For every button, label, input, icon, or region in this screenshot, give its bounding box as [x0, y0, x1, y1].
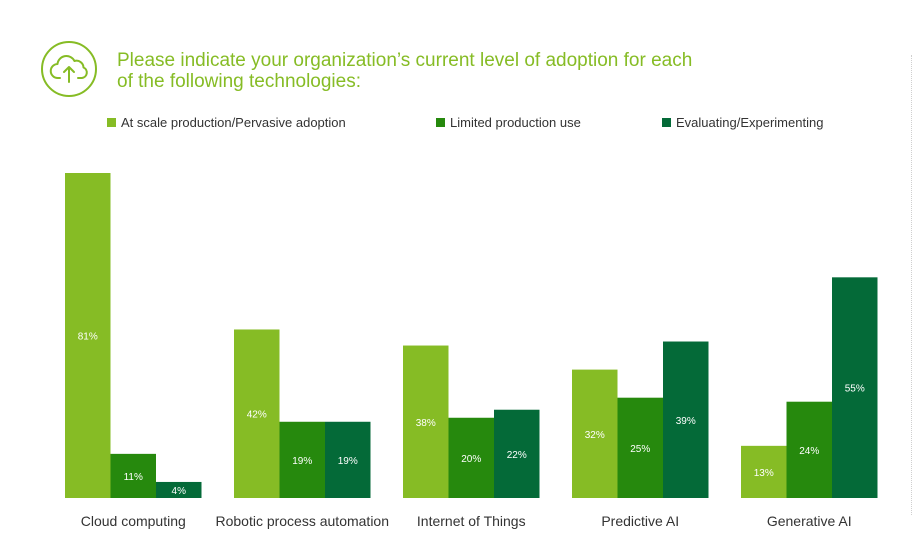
- bar-internet-of-things-limited-production-use: [448, 417, 494, 498]
- bar-cloud-computing-limited-production-use: [110, 453, 156, 498]
- bar-cloud-computing-at-scale-production-pervasive-adoption: [65, 173, 111, 498]
- legend-item-limited: Limited production use: [436, 115, 581, 130]
- legend-swatch: [436, 118, 445, 127]
- data-label: 81%: [78, 332, 98, 343]
- bar-generative-ai-at-scale-production-pervasive-adoption: [741, 445, 787, 498]
- data-label: 39%: [676, 416, 696, 427]
- cloud-upload-icon: [41, 41, 97, 97]
- divider: [911, 55, 912, 515]
- bar-internet-of-things-at-scale-production-pervasive-adoption: [403, 345, 449, 498]
- legend-swatch: [662, 118, 671, 127]
- data-label: 20%: [461, 454, 481, 465]
- legend-label: Evaluating/Experimenting: [676, 115, 824, 130]
- bar-robotic-process-automation-limited-production-use: [279, 421, 325, 498]
- bar-predictive-ai-at-scale-production-pervasive-adoption: [572, 369, 618, 498]
- data-label: 38%: [416, 418, 436, 429]
- category-label-predictive-ai: Predictive AI: [601, 513, 679, 529]
- data-label: 19%: [338, 456, 358, 467]
- data-label: 13%: [754, 468, 774, 479]
- bar-generative-ai-limited-production-use: [786, 401, 832, 498]
- bar-robotic-process-automation-at-scale-production-pervasive-adoption: [234, 329, 280, 498]
- category-label-cloud-computing: Cloud computing: [81, 513, 186, 529]
- data-label: 24%: [799, 446, 819, 457]
- data-label: 25%: [630, 444, 650, 455]
- chart-legend: At scale production/Pervasive adoption L…: [107, 115, 867, 133]
- chart-title-line-2: of the following technologies:: [117, 71, 361, 92]
- data-label: 19%: [292, 456, 312, 467]
- chart-title-line-1: Please indicate your organization’s curr…: [117, 50, 693, 71]
- bar-robotic-process-automation-evaluating-experimenting: [325, 421, 371, 498]
- legend-label: At scale production/Pervasive adoption: [121, 115, 346, 130]
- data-label: 55%: [845, 384, 865, 395]
- data-label: 22%: [507, 450, 527, 461]
- legend-label: Limited production use: [450, 115, 581, 130]
- bar-internet-of-things-evaluating-experimenting: [494, 409, 540, 498]
- chart-header: Please indicate your organization’s curr…: [40, 40, 760, 100]
- category-label-internet-of-things: Internet of Things: [417, 513, 526, 529]
- bar-predictive-ai-limited-production-use: [617, 397, 663, 498]
- data-label: 4%: [172, 486, 187, 497]
- legend-item-evaluating: Evaluating/Experimenting: [662, 115, 823, 130]
- chart-title: Please indicate your organization’s curr…: [117, 50, 757, 92]
- bar-cloud-computing-evaluating-experimenting: [156, 481, 202, 498]
- data-label: 42%: [247, 410, 267, 421]
- data-label: 11%: [124, 472, 143, 483]
- legend-item-at-scale: At scale production/Pervasive adoption: [107, 115, 346, 130]
- data-label: 32%: [585, 430, 605, 441]
- category-label-robotic-process-automation: Robotic process automation: [215, 513, 389, 529]
- legend-swatch: [107, 118, 116, 127]
- category-label-generative-ai: Generative AI: [767, 513, 852, 529]
- bar-predictive-ai-evaluating-experimenting: [663, 341, 709, 498]
- bar-generative-ai-evaluating-experimenting: [832, 277, 878, 498]
